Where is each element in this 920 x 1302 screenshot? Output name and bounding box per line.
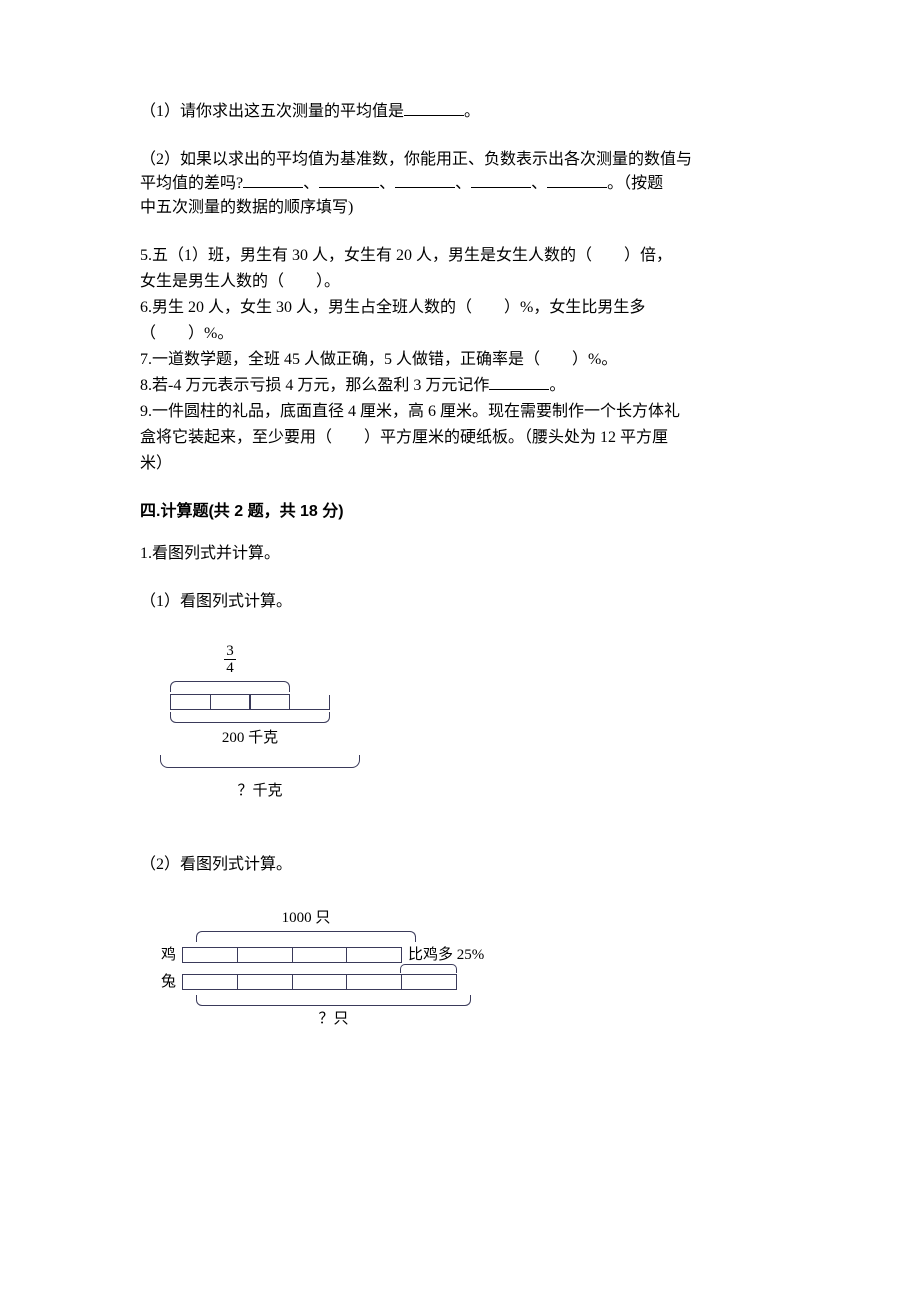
blank [404,101,464,116]
section-4-header: 四.计算题(共 2 题，共 18 分) [140,500,780,524]
question-7: 7.一道数学题，全班 45 人做正确，5 人做错，正确率是（ ）%。 [140,348,780,372]
question-5a: 5.五（1）班，男生有 30 人，女生有 20 人，男生是女生人数的（ ）倍， [140,244,780,268]
blank [395,173,455,188]
label-question-kg: ？千克 [160,780,360,803]
question-9c: 米） [140,452,780,476]
q8b: 。 [549,377,565,394]
question-1: （1）请你求出这五次测量的平均值是 。 [140,100,780,124]
label-chicken: 鸡 [150,944,182,967]
q2-line2a: 平均值的差吗? [140,175,243,192]
sep: 、 [455,175,471,192]
question-6a: 6.男生 20 人，女生 30 人，男生占全班人数的（ ）%，女生比男生多 [140,296,780,320]
question-5b: 女生是男生人数的（ ）。 [140,270,780,294]
label-question-only: ？只 [196,1008,471,1031]
sep: 、 [379,175,395,192]
subproblem-1: （1）看图列式计算。 [140,590,780,614]
q1-text-b: 。 [464,103,480,120]
label-200kg: 200 千克 [170,727,330,750]
q1-text-a: （1）请你求出这五次测量的平均值是 [140,103,404,120]
problem-1: 1.看图列式并计算。 [140,542,780,566]
blank [489,375,549,390]
bracket-extra-icon [400,964,457,973]
label-rabbit: 兔 [150,971,182,994]
diagram-2: 1000 只 鸡 比鸡多 25% 兔 ？只 [150,907,490,1031]
tape-rabbit [182,974,457,990]
q2-line1: （2）如果以求出的平均值为基准数，你能用正、负数表示出各次测量的数值与 [140,151,692,168]
bracket-top-icon [170,681,290,692]
question-2: （2）如果以求出的平均值为基准数，你能用正、负数表示出各次测量的数值与 平均值的… [140,148,780,220]
q2-line3: 中五次测量的数据的顺序填写) [140,199,353,216]
blank [319,173,379,188]
frac-top: 3 [224,644,236,660]
blank [471,173,531,188]
sep: 、 [303,175,319,192]
blank [547,173,607,188]
q8a: 8.若-4 万元表示亏损 4 万元，那么盈利 3 万元记作 [140,377,489,394]
bracket-bottom-icon [160,755,360,768]
bracket-bottom-icon [196,995,471,1006]
label-1000: 1000 只 [196,907,416,930]
question-9a: 9.一件圆柱的礼品，底面直径 4 厘米，高 6 厘米。现在需要制作一个长方体礼 [140,400,780,424]
sep: 、 [531,175,547,192]
fraction-3-4: 3 4 [224,644,236,677]
tape-chicken [182,947,402,963]
tape-full-4 [170,695,330,710]
bracket-bottom-icon [170,712,330,723]
question-9b: 盒将它装起来，至少要用（ ）平方厘米的硬纸板。（腰头处为 12 平方厘 [140,426,780,450]
question-6b: （ ）%。 [140,322,780,346]
subproblem-2: （2）看图列式计算。 [140,853,780,877]
question-8: 8.若-4 万元表示亏损 4 万元，那么盈利 3 万元记作 。 [140,374,780,398]
blank [243,173,303,188]
q2-tail: 。（按题 [607,175,663,192]
diagram-1: 3 4 200 千克 ？千克 [150,644,350,803]
bracket-top-icon [196,931,416,942]
frac-bot: 4 [224,660,236,677]
